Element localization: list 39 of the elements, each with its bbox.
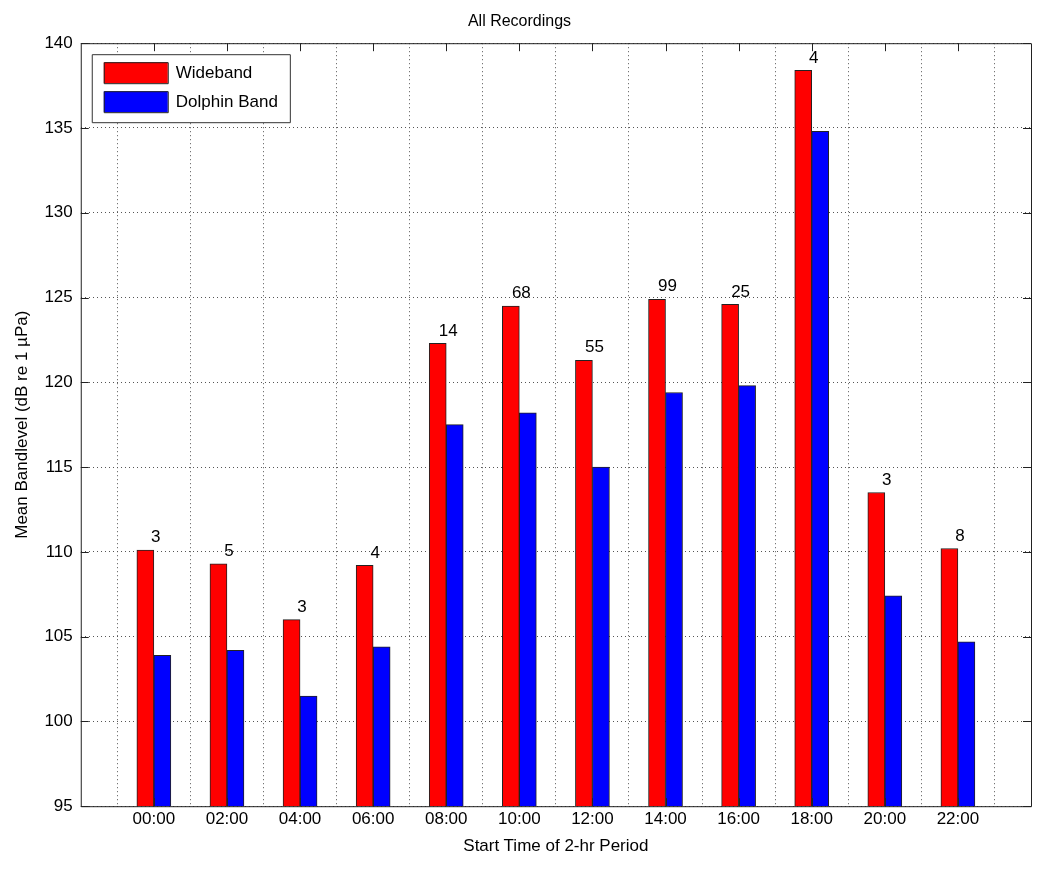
y-tick-label: 140 <box>44 32 73 52</box>
y-tick-label: 110 <box>45 541 73 561</box>
chart-title: All Recordings <box>467 12 572 30</box>
y-tick-label: 135 <box>44 117 73 137</box>
annotation: 14 <box>438 320 458 340</box>
annotation: 3 <box>151 527 161 547</box>
annotation: 3 <box>882 469 892 489</box>
annotation: 4 <box>808 47 819 67</box>
x-tick-label: 20:00 <box>863 809 907 829</box>
x-tick-label: 18:00 <box>790 809 833 829</box>
y-tick-label: 105 <box>44 626 73 646</box>
x-tick-label: 10:00 <box>498 809 541 829</box>
x-tick-label: 22:00 <box>936 809 980 829</box>
y-tick-label: 130 <box>44 202 73 222</box>
y-tick-label: 100 <box>44 711 73 731</box>
annotation: 68 <box>511 283 531 303</box>
x-axis-title: Start Time of 2-hr Period <box>463 836 649 856</box>
y-tick-label: 95 <box>53 795 73 815</box>
x-tick-label: 14:00 <box>644 809 687 829</box>
y-tick-label: 125 <box>44 287 73 307</box>
annotation: 99 <box>658 276 677 296</box>
annotation: 8 <box>955 525 965 545</box>
annotation: 3 <box>297 596 307 616</box>
x-tick-label: 00:00 <box>132 809 176 829</box>
x-tick-label: 16:00 <box>717 809 760 829</box>
annotation: 4 <box>370 542 380 562</box>
annotation: 55 <box>584 337 604 357</box>
legend-label: Dolphin Band <box>175 91 278 111</box>
y-axis-title: Mean Bandlevel (dB re 1 µPa) <box>11 310 31 539</box>
x-tick-label: 04:00 <box>278 809 322 829</box>
y-tick-label: 120 <box>44 372 73 391</box>
x-tick-label: 06:00 <box>351 809 395 829</box>
y-tick-label: 115 <box>45 456 73 476</box>
x-tick-label: 02:00 <box>205 809 249 829</box>
x-tick-label: 12:00 <box>571 809 614 829</box>
x-tick-label: 08:00 <box>424 809 468 829</box>
legend-label: Wideband <box>175 62 253 82</box>
annotation: 5 <box>224 540 234 560</box>
annotation: 25 <box>731 281 751 301</box>
